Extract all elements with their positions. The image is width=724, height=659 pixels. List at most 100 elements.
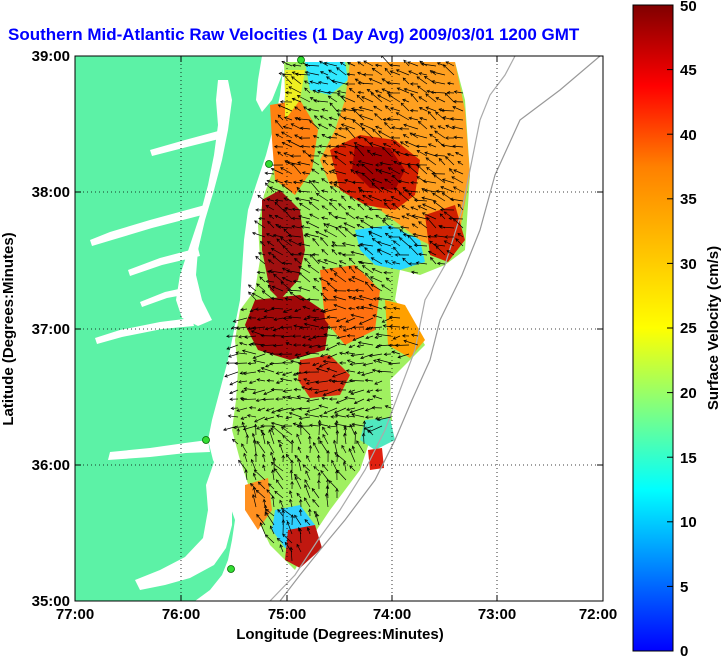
- velocity-vector-arrowhead: [314, 390, 318, 395]
- velocity-vector-arrowhead: [298, 242, 302, 246]
- velocity-vector-arrow: [282, 245, 293, 256]
- velocity-vector-arrowhead: [356, 94, 361, 99]
- velocity-vector-arrow: [345, 352, 356, 355]
- velocity-vector-arrowhead: [439, 225, 443, 229]
- velocity-vector-arrowhead: [330, 415, 334, 419]
- velocity-vector-arrowhead: [434, 130, 438, 134]
- velocity-vector-arrow: [364, 138, 374, 148]
- velocity-vector-arrow: [345, 212, 356, 220]
- velocity-vector-arrow: [339, 260, 347, 265]
- velocity-vector-arrowhead: [341, 444, 345, 449]
- velocity-vector-arrow: [281, 131, 293, 139]
- velocity-vector-arrow: [329, 117, 338, 121]
- velocity-vector-arrowhead: [297, 446, 301, 451]
- velocity-vector-arrow: [351, 276, 365, 283]
- velocity-vector-arrowhead: [322, 433, 326, 438]
- velocity-vector-arrow: [322, 287, 329, 292]
- velocity-vector-arrow: [282, 371, 293, 376]
- velocity-vector-arrow: [312, 362, 320, 366]
- velocity-vector-arrowhead: [313, 278, 318, 282]
- velocity-vector-arrowhead: [330, 243, 335, 248]
- velocity-vector-arrowhead: [265, 233, 270, 237]
- velocity-zone-red-spot: [368, 448, 384, 470]
- velocity-vector-arrowhead: [439, 207, 444, 212]
- velocity-vector-arrowhead: [315, 380, 319, 385]
- velocity-vector-arrowhead: [346, 359, 351, 363]
- velocity-vector-arrowhead: [296, 433, 300, 438]
- velocity-vector-arrowhead: [294, 106, 298, 110]
- velocity-vector-arrow: [291, 407, 302, 411]
- velocity-vector-arrow: [330, 163, 338, 166]
- velocity-vector-arrowhead: [296, 95, 301, 99]
- velocity-vector-arrow: [255, 424, 257, 436]
- velocity-vector-arrowhead: [290, 123, 295, 127]
- velocity-vector-arrow: [375, 389, 383, 391]
- velocity-vector-arrow: [304, 479, 311, 490]
- velocity-vector-arrow: [362, 194, 374, 202]
- velocity-vector-arrowhead: [319, 440, 323, 444]
- velocity-vector-arrowhead: [287, 315, 292, 319]
- velocity-vector-arrowhead: [359, 242, 364, 247]
- velocity-vector-arrowhead: [369, 276, 374, 280]
- velocity-vector-arrow: [291, 123, 302, 130]
- velocity-vector-arrow: [351, 413, 365, 418]
- velocity-vector-arrow: [272, 470, 275, 481]
- velocity-vector-arrow: [326, 223, 338, 229]
- velocity-vector-arrow: [372, 68, 383, 76]
- velocity-vector-arrow: [270, 452, 275, 463]
- velocity-vector-arrowhead: [431, 192, 436, 196]
- velocity-zone-red-south: [298, 355, 350, 398]
- velocity-vector-arrowhead: [274, 468, 278, 472]
- velocity-vector-arrow: [352, 445, 356, 454]
- velocity-vector-arrowhead: [272, 255, 276, 259]
- velocity-vector-arrow: [256, 425, 266, 430]
- velocity-vector-arrow: [387, 118, 401, 121]
- velocity-vector-arrow: [295, 73, 311, 76]
- velocity-vector-arrow: [351, 251, 365, 256]
- velocity-vector-arrowhead: [392, 306, 397, 310]
- velocity-vector-arrow: [371, 183, 383, 193]
- velocity-vector-arrow: [343, 222, 356, 229]
- velocity-vector-arrow: [247, 326, 257, 330]
- velocity-vector-arrowhead: [239, 371, 244, 375]
- velocity-vector-arrowhead: [294, 353, 299, 357]
- radar-station-marker: [202, 436, 210, 444]
- velocity-vector-arrowhead: [267, 252, 272, 256]
- velocity-vector-arrowhead: [368, 207, 372, 211]
- velocity-vector-arrowhead: [366, 89, 371, 93]
- velocity-vector-arrowhead: [364, 247, 368, 251]
- velocity-vector-arrowhead: [270, 387, 275, 392]
- velocity-vector-arrow: [298, 190, 311, 193]
- velocity-vector-arrowhead: [457, 232, 461, 237]
- velocity-vector-arrowhead: [280, 281, 284, 285]
- velocity-vector-arrowhead: [306, 399, 310, 403]
- velocity-vector-arrow: [384, 68, 392, 76]
- colorbar-tick-label: 35: [680, 191, 697, 208]
- velocity-vector-arrow: [399, 192, 410, 202]
- velocity-vector-arrow: [256, 283, 266, 292]
- velocity-vector-arrow: [241, 443, 248, 454]
- velocity-vector-arrowhead: [410, 180, 414, 185]
- velocity-vector-arrow: [390, 64, 401, 67]
- velocity-vector-arrow: [368, 230, 383, 238]
- velocity-vector-arrowhead: [256, 369, 261, 373]
- velocity-vector-arrow: [274, 317, 284, 321]
- velocity-vector-arrowhead: [270, 296, 275, 301]
- velocity-vector-arrowhead: [393, 246, 397, 251]
- velocity-vector-arrowhead: [352, 119, 356, 124]
- velocity-vector-arrow: [303, 378, 311, 382]
- velocity-vector-arrow: [322, 308, 338, 313]
- velocity-vector-arrowhead: [304, 70, 309, 75]
- velocity-vector-arrowhead: [453, 135, 458, 140]
- velocity-vector-arrowhead: [403, 123, 407, 127]
- velocity-vector-arrowhead: [285, 90, 289, 95]
- velocity-vector-arrowhead: [293, 387, 298, 392]
- velocity-vector-arrowhead: [278, 352, 282, 356]
- velocity-vector-arrow: [361, 127, 374, 139]
- velocity-vector-arrow: [427, 111, 437, 121]
- velocity-vector-arrow: [267, 380, 275, 382]
- velocity-vector-arrowhead: [388, 343, 392, 348]
- velocity-vector-arrow: [244, 335, 257, 338]
- velocity-vector-arrow: [339, 352, 347, 355]
- velocity-vector-arrowhead: [445, 61, 450, 65]
